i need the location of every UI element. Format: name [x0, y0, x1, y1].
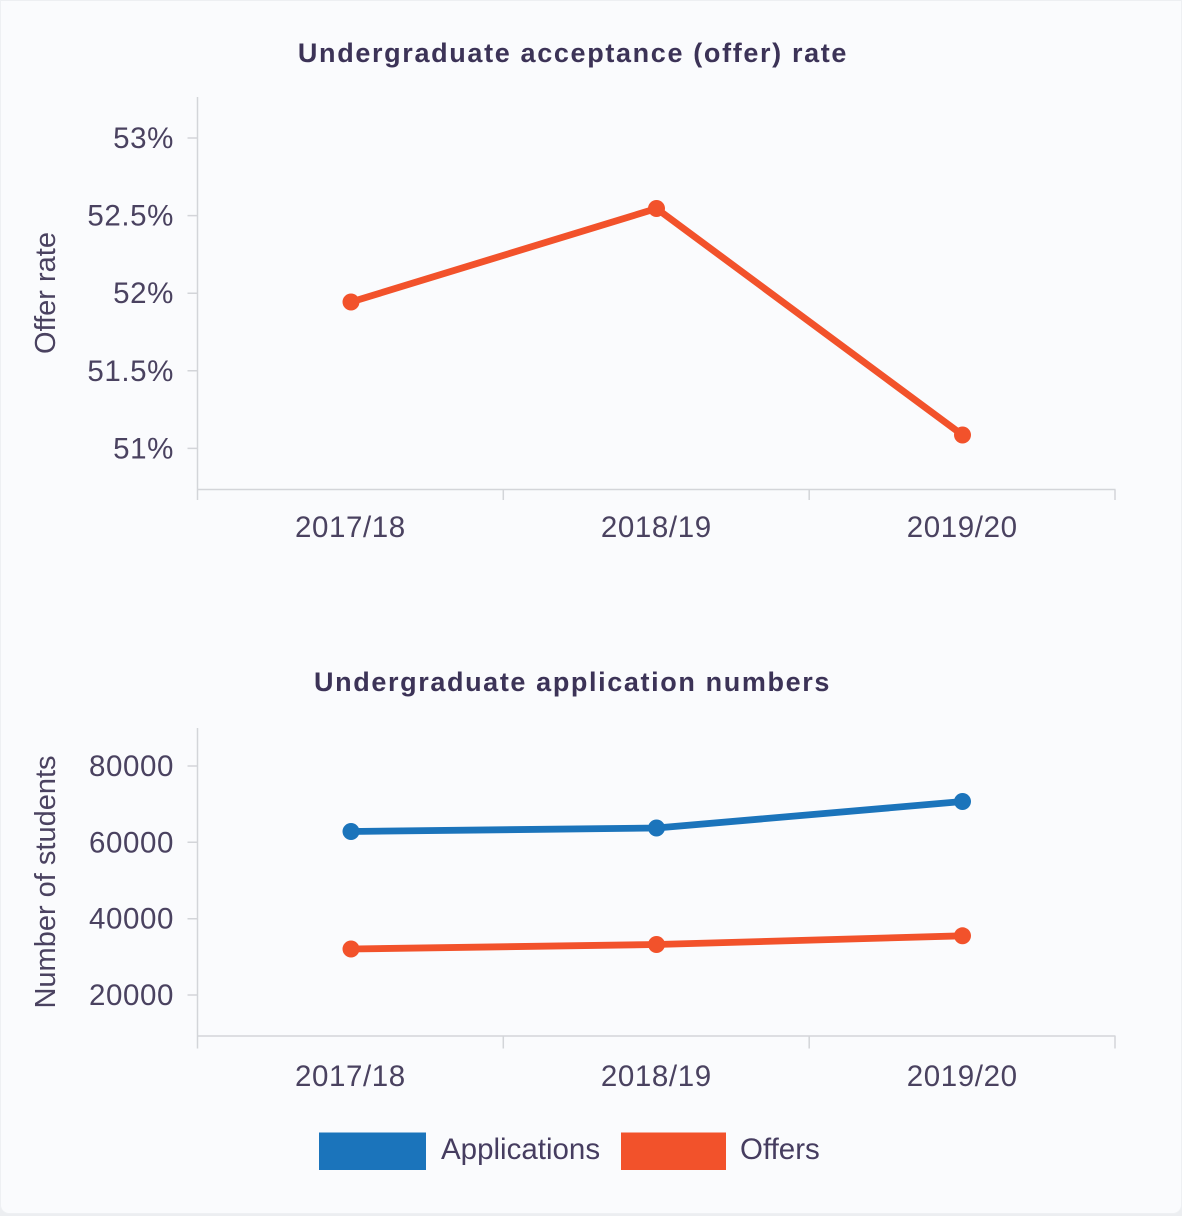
svg-text:20000: 20000: [89, 979, 174, 1012]
svg-text:80000: 80000: [89, 750, 174, 783]
svg-text:51%: 51%: [113, 432, 174, 465]
svg-text:52.5%: 52.5%: [87, 200, 174, 233]
svg-text:2019/20: 2019/20: [907, 1060, 1018, 1093]
svg-text:51.5%: 51.5%: [87, 355, 174, 388]
svg-text:2018/19: 2018/19: [601, 1060, 712, 1093]
svg-text:Offer rate: Offer rate: [30, 232, 62, 354]
svg-text:Offers: Offers: [740, 1133, 820, 1166]
svg-text:2017/18: 2017/18: [295, 511, 406, 544]
svg-text:Number of students: Number of students: [30, 755, 62, 1008]
svg-text:2017/18: 2017/18: [295, 1060, 406, 1093]
svg-text:53%: 53%: [113, 122, 174, 155]
svg-text:40000: 40000: [89, 903, 174, 936]
svg-text:Applications: Applications: [441, 1133, 600, 1166]
svg-text:60000: 60000: [89, 826, 174, 859]
svg-text:Undergraduate acceptance (offe: Undergraduate acceptance (offer) rate: [298, 38, 848, 68]
svg-text:Undergraduate application numb: Undergraduate application numbers: [314, 667, 831, 697]
svg-text:2019/20: 2019/20: [907, 511, 1018, 544]
svg-text:52%: 52%: [113, 277, 174, 310]
svg-text:2018/19: 2018/19: [601, 511, 712, 544]
